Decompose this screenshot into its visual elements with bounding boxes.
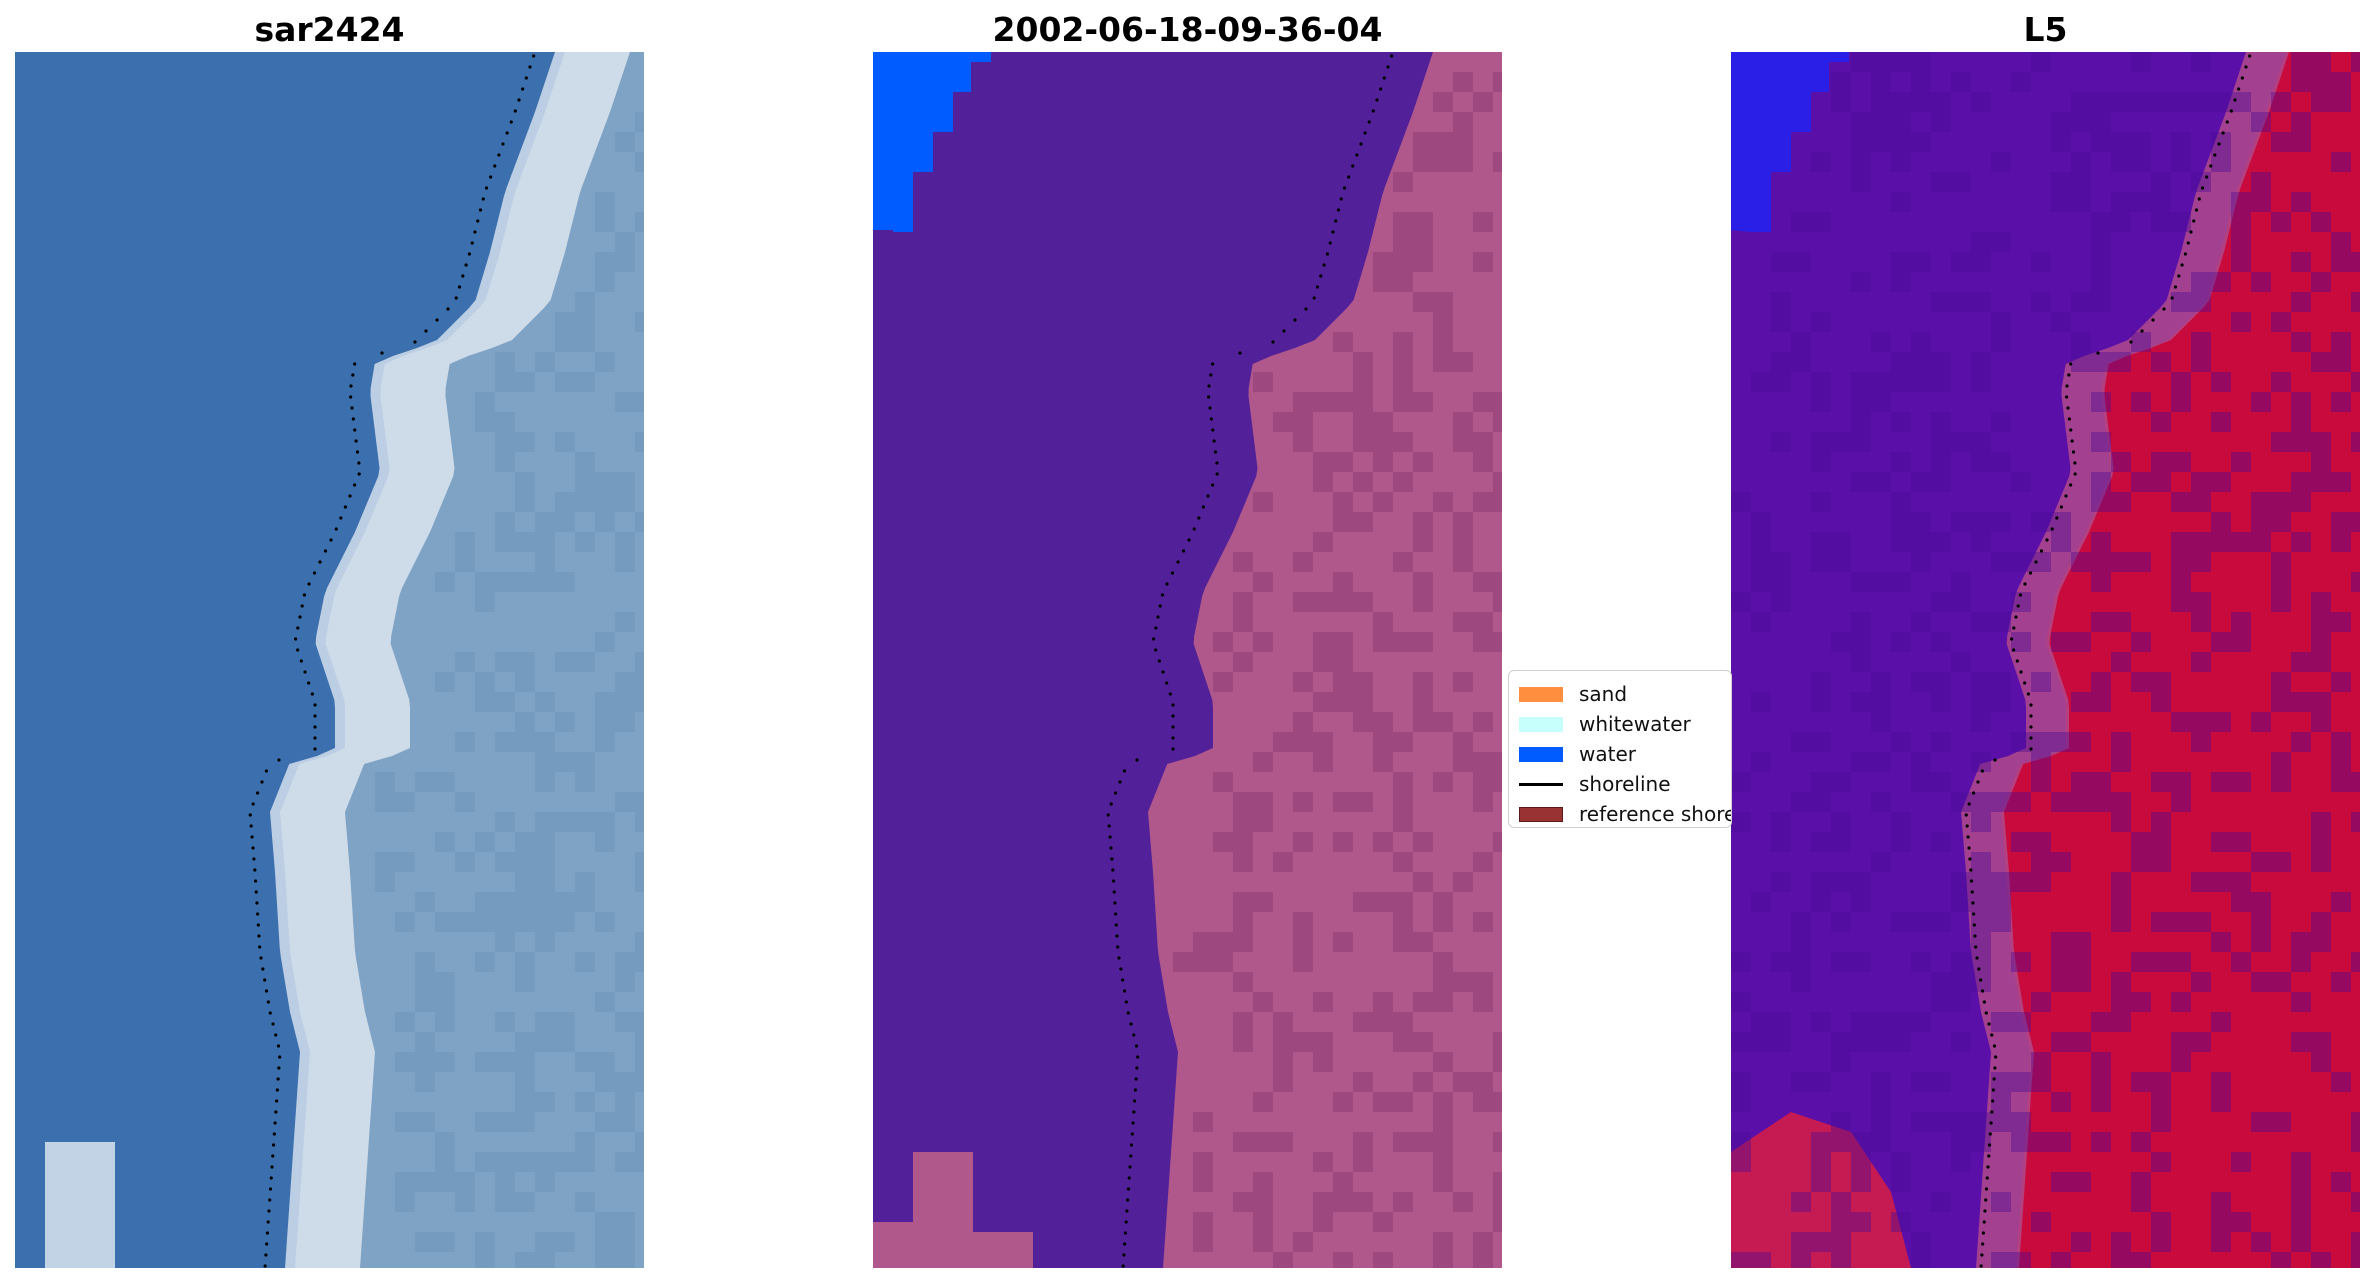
legend-label: sand: [1579, 682, 1628, 706]
high-index-patch: [1731, 1112, 1911, 1268]
reference-shoreline-swatch: [1519, 806, 1563, 822]
water-mask-corner: [873, 52, 991, 232]
legend-item-reference-shoreline: reference shoreline: [1519, 799, 1731, 827]
legend-label: shoreline: [1579, 772, 1671, 796]
shoreline-line-swatch: [1519, 782, 1563, 786]
shoreline-dots: [1964, 54, 2252, 1268]
panel-title-index: L5: [2023, 10, 2068, 49]
legend-item-whitewater: whitewater: [1519, 709, 1691, 739]
shoreline-dots: [248, 54, 536, 1268]
panel-title-rgb: sar2424: [254, 10, 405, 49]
legend-item-water: water: [1519, 739, 1636, 769]
land-class-patch: [873, 1152, 1033, 1268]
classification-image: [873, 52, 1502, 1268]
whitewater-swatch: [1519, 716, 1563, 732]
land-texture: [375, 112, 644, 1268]
legend: sand whitewater water shoreline referenc…: [1508, 670, 1732, 828]
land-texture: [1173, 72, 1502, 1268]
low-index-texture: [1731, 52, 2360, 1268]
rgb-image-panel: [15, 52, 644, 1268]
sand-swatch: [1519, 686, 1563, 702]
high-index-area: [2001, 52, 2360, 1268]
bright-patch: [45, 1142, 115, 1268]
legend-item-shoreline: shoreline: [1519, 769, 1671, 799]
shoreline-dots: [1106, 54, 1394, 1268]
surf-band: [270, 52, 630, 1268]
rgb-image: [15, 52, 644, 1268]
panel-title-classification: 2002-06-18-09-36-04: [992, 10, 1383, 49]
transition-band: [1961, 52, 2289, 1268]
legend-label: reference shoreline: [1579, 802, 1731, 826]
index-panel: [1731, 52, 2360, 1268]
legend-label: whitewater: [1579, 712, 1691, 736]
legend-label: water: [1579, 742, 1636, 766]
classification-panel: [873, 52, 1502, 1268]
water-swatch: [1519, 746, 1563, 762]
index-image: [1731, 52, 2360, 1268]
water-mask-corner: [1731, 52, 1849, 232]
legend-item-sand: sand: [1519, 679, 1627, 709]
